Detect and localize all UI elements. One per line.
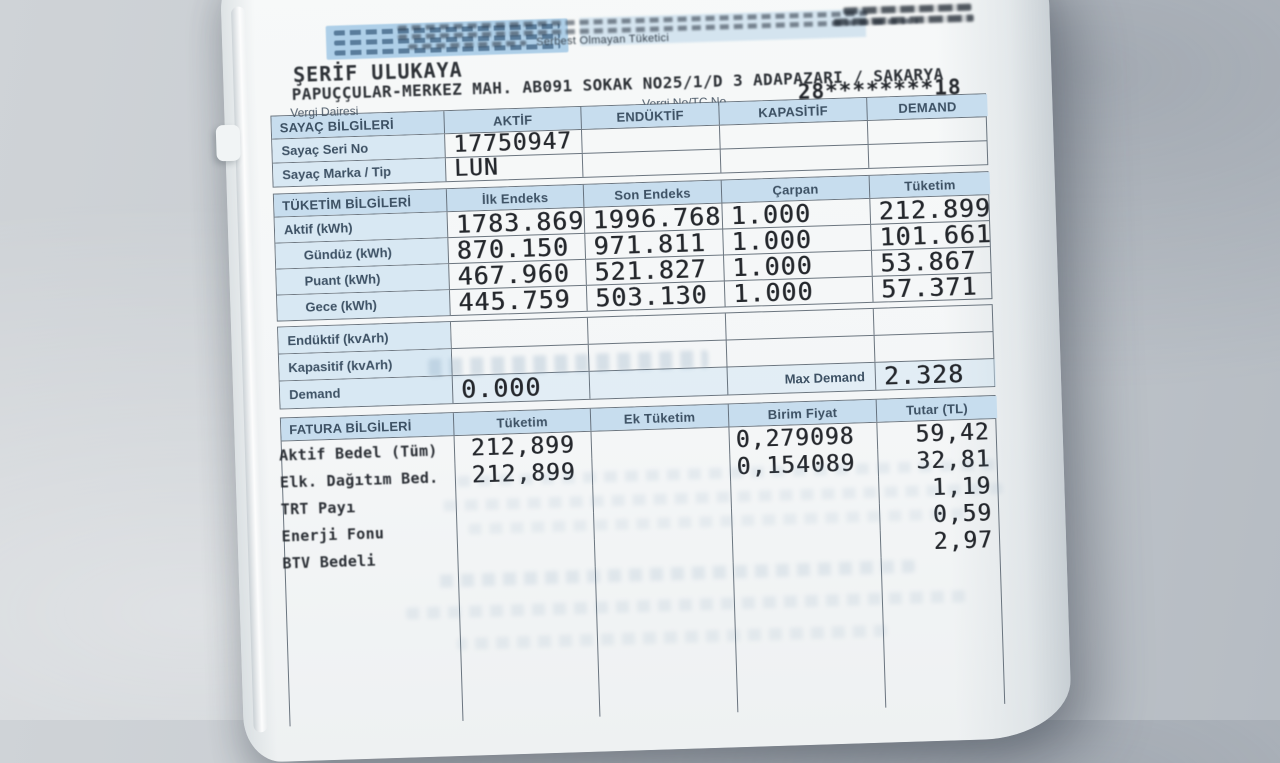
- invoice-tutar: 59,42: [876, 418, 999, 450]
- invoice-tuketim: 212,899: [454, 458, 593, 491]
- cell-empty: [588, 367, 728, 399]
- invoice-tutar: 2,97: [879, 526, 1002, 558]
- row-label: Endüktif (kvArh): [278, 322, 451, 354]
- cell-empty: [873, 332, 996, 362]
- cell-empty: [719, 144, 869, 173]
- column-header-tuketim: Tüketim: [452, 408, 591, 436]
- value-carpan: 1.000: [723, 251, 872, 282]
- value-tuketim: 57.371: [871, 272, 994, 304]
- cell-empty: [880, 553, 1007, 708]
- cell-empty: [592, 481, 731, 513]
- cell-empty: [586, 313, 726, 344]
- cell-empty: [580, 125, 720, 153]
- empty-table-tail: [286, 553, 1007, 726]
- cell-empty: [455, 485, 594, 518]
- fatura-table: FATURA BİLGİLERİ Tüketim Ek Tüketim Biri…: [279, 395, 1007, 727]
- cell-empty: [456, 512, 594, 545]
- column-header-demand: DEMAND: [866, 94, 988, 120]
- invoice-tutar: 0,59: [878, 499, 1001, 531]
- tuketim-table: TÜKETİM BİLGİLERİ İlk Endeks Son Endeks …: [272, 171, 994, 322]
- row-label: Demand: [279, 376, 453, 409]
- max-demand-value: 2.328: [874, 359, 997, 391]
- meter-brand-value: LUN: [444, 153, 583, 182]
- vergi-dairesi-label: Vergi Dairesi: [290, 103, 359, 121]
- cell-empty: [286, 571, 463, 726]
- invoice-tutar: 32,81: [877, 445, 999, 477]
- column-header-enduktif: ENDÜKTİF: [580, 102, 719, 129]
- blurred-print-block: [843, 3, 972, 15]
- cell-empty: [872, 305, 995, 335]
- cell-empty: [732, 557, 886, 713]
- cell-empty: [866, 117, 989, 144]
- cell-empty: [581, 149, 721, 177]
- invoice-tutar: 1,19: [878, 472, 1000, 504]
- invoice-label: BTV Bedeli: [282, 551, 376, 573]
- cell-empty: [867, 141, 990, 168]
- cell-empty: [449, 317, 588, 349]
- column-header-kapasitif: KAPASİTİF: [718, 97, 867, 125]
- column-header-birim-fiyat: Birim Fiyat: [727, 399, 877, 427]
- value-carpan: 1.000: [723, 277, 873, 308]
- bill-content: Serbest Olmayan Tüketici ŞERİF ULUKAYA P…: [268, 1, 1007, 727]
- invoice-birim-fiyat: 0,154089: [729, 449, 879, 482]
- invoice-tuketim: 212,899: [453, 431, 592, 464]
- cell-empty: [725, 335, 875, 367]
- cell-empty: [594, 562, 738, 717]
- value-carpan: 1.000: [721, 199, 871, 230]
- cell-empty: [724, 308, 874, 340]
- paper-roll-tab: [215, 124, 241, 162]
- meter-serial-value: 17750947: [444, 128, 582, 158]
- max-demand-label: Max Demand: [726, 362, 876, 395]
- cell-empty: [450, 344, 589, 376]
- column-header-tutar: Tutar (TL): [875, 396, 998, 422]
- column-header-ek-tuketim: Ek Tüketim: [589, 404, 729, 431]
- row-label: Kapasitif (kvArh): [278, 349, 452, 381]
- value-ilk: 445.759: [448, 284, 587, 317]
- demand-value: 0.000: [451, 371, 590, 404]
- cell-empty: [457, 566, 600, 721]
- cell-empty: [718, 120, 868, 149]
- cell-empty: [456, 539, 595, 572]
- cell-empty: [587, 340, 727, 371]
- bill-paper: Serbest Olmayan Tüketici ŞERİF ULUKAYA P…: [215, 0, 1073, 763]
- value-son: 503.130: [585, 280, 725, 313]
- value-carpan: 1.000: [722, 225, 871, 256]
